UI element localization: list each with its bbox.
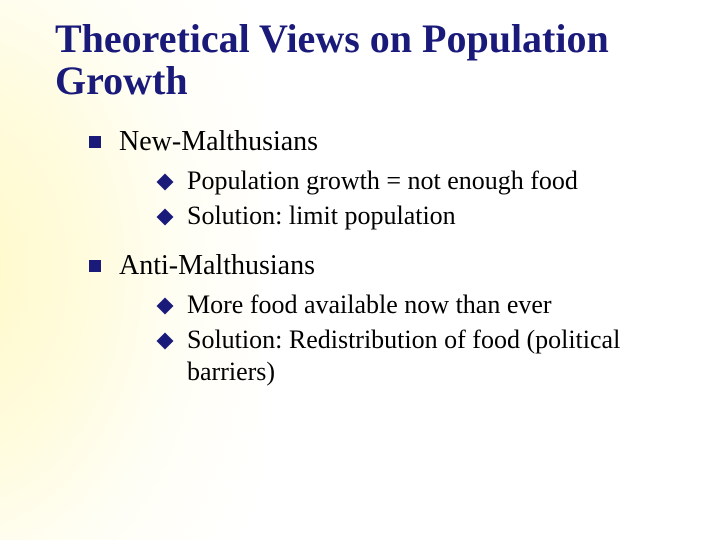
diamond-bullet-icon	[157, 298, 174, 315]
square-bullet-icon	[89, 260, 101, 272]
slide-title: Theoretical Views on Population Growth	[55, 18, 680, 102]
list-item-level1: New-Malthusians	[89, 124, 680, 159]
list-item-level2: Population growth = not enough food	[159, 165, 680, 198]
level2-text: Population growth = not enough food	[187, 165, 578, 198]
slide-container: Theoretical Views on Population Growth N…	[0, 0, 720, 540]
square-bullet-icon	[89, 136, 101, 148]
list-item-level2: Solution: Redistribution of food (politi…	[159, 324, 680, 389]
diamond-bullet-icon	[157, 332, 174, 349]
level1-text: New-Malthusians	[119, 124, 318, 159]
level1-text: Anti-Malthusians	[119, 248, 315, 283]
list-item-level1: Anti-Malthusians	[89, 248, 680, 283]
level2-text: More food available now than ever	[187, 289, 552, 322]
list-item-level2: More food available now than ever	[159, 289, 680, 322]
diamond-bullet-icon	[157, 174, 174, 191]
diamond-bullet-icon	[157, 208, 174, 225]
level2-text: Solution: Redistribution of food (politi…	[187, 324, 667, 389]
spacer	[55, 234, 680, 248]
level2-text: Solution: limit population	[187, 200, 456, 233]
list-item-level2: Solution: limit population	[159, 200, 680, 233]
